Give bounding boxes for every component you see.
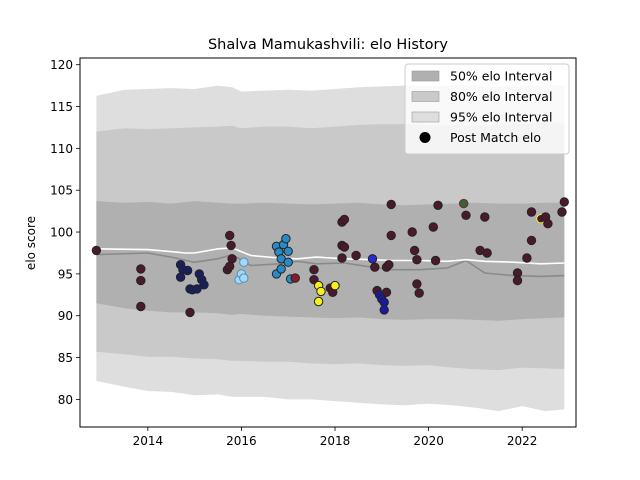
- y-tick-label: 105: [50, 184, 73, 198]
- post-match-point: [283, 257, 293, 267]
- post-match-point: [543, 219, 553, 229]
- x-tick-label: 2022: [507, 434, 538, 448]
- post-match-point: [428, 222, 438, 232]
- post-match-point: [192, 284, 202, 294]
- y-tick-label: 95: [58, 267, 73, 281]
- post-match-point: [276, 264, 286, 274]
- post-match-point: [225, 261, 235, 271]
- y-axis: 80 85 90 95 100 105 110 115 120: [50, 58, 80, 407]
- post-match-point: [185, 307, 195, 318]
- legend-swatch: [411, 111, 440, 123]
- plot-frame: [79, 57, 577, 428]
- post-match-point: [480, 212, 490, 222]
- post-match-point: [316, 286, 326, 297]
- y-tick-label: 120: [50, 58, 73, 72]
- legend-label: Post Match elo: [450, 130, 541, 145]
- post-match-point: [370, 262, 380, 272]
- post-match-point: [199, 280, 209, 290]
- post-match-point: [136, 301, 146, 312]
- x-axis: 2014 2016 2018 2020 2022: [133, 427, 538, 448]
- post-match-point: [433, 200, 443, 211]
- post-match-point: [330, 280, 340, 291]
- post-match-point: [414, 288, 424, 298]
- post-match-point: [461, 210, 471, 221]
- post-match-point: [283, 246, 293, 257]
- post-match-point: [522, 253, 532, 263]
- post-match-point: [407, 227, 417, 237]
- post-match-point: [526, 235, 537, 246]
- post-match-point: [91, 245, 102, 256]
- y-tick-label: 100: [50, 226, 73, 240]
- mean-elo-line: [96, 247, 565, 265]
- post-match-point: [182, 265, 193, 276]
- legend-label: 80% elo Interval: [450, 89, 552, 104]
- y-tick-label: 90: [58, 309, 73, 323]
- post-match-point: [409, 245, 420, 256]
- post-match-point: [557, 207, 567, 217]
- legend-swatch: [411, 70, 440, 82]
- post-match-point: [225, 230, 235, 241]
- post-match-point: [309, 265, 319, 275]
- post-match-point: [559, 197, 569, 207]
- post-match-point: [239, 273, 249, 283]
- post-match-point: [482, 248, 492, 258]
- x-tick-label: 2020: [413, 434, 444, 448]
- post-match-point: [313, 296, 324, 307]
- legend-label: 50% elo Interval: [450, 69, 552, 84]
- y-tick-label: 80: [58, 393, 73, 407]
- post-match-point: [386, 199, 396, 210]
- post-match-point: [136, 264, 146, 274]
- post-match-point: [367, 254, 378, 264]
- post-match-point: [384, 260, 394, 270]
- post-match-point: [281, 234, 291, 244]
- y-tick-label: 110: [50, 142, 73, 156]
- legend: 50% elo Interval 80% elo Interval 95% elo …: [404, 63, 570, 155]
- chart-title: Shalva Mamukashvili: elo History: [208, 37, 448, 53]
- x-tick-label: 2016: [226, 434, 257, 448]
- post-match-point: [339, 242, 350, 252]
- x-tick-label: 2018: [320, 434, 351, 448]
- post-match-point: [412, 279, 422, 289]
- post-match-point: [379, 305, 389, 315]
- post-match-points: [91, 197, 569, 318]
- post-match-point: [386, 230, 396, 241]
- y-tick-label: 115: [50, 100, 73, 114]
- post-match-point: [290, 273, 300, 283]
- band-50: [96, 201, 565, 321]
- post-match-point: [512, 275, 523, 286]
- post-match-point: [351, 250, 361, 261]
- legend-label: 95% elo Interval: [450, 110, 552, 125]
- y-axis-label: elo score: [24, 216, 38, 270]
- post-match-point: [339, 214, 350, 225]
- plot-area: [91, 84, 569, 412]
- elo-lines: [96, 247, 565, 278]
- interval-bands: [96, 84, 565, 412]
- post-match-point: [136, 275, 146, 286]
- post-match-point: [226, 240, 236, 251]
- legend-marker: [419, 132, 431, 143]
- x-tick-label: 2014: [133, 434, 164, 448]
- post-match-point: [412, 255, 422, 265]
- post-match-point: [175, 272, 186, 282]
- median-elo-line: [96, 252, 565, 278]
- post-match-point: [526, 207, 537, 217]
- post-match-point: [459, 198, 469, 209]
- y-tick-label: 85: [58, 351, 73, 365]
- post-match-point: [239, 257, 249, 267]
- post-match-point: [381, 287, 392, 297]
- post-match-point: [430, 255, 441, 266]
- legend-swatch: [411, 91, 440, 102]
- legend-box: [404, 63, 570, 155]
- post-match-point: [337, 253, 347, 263]
